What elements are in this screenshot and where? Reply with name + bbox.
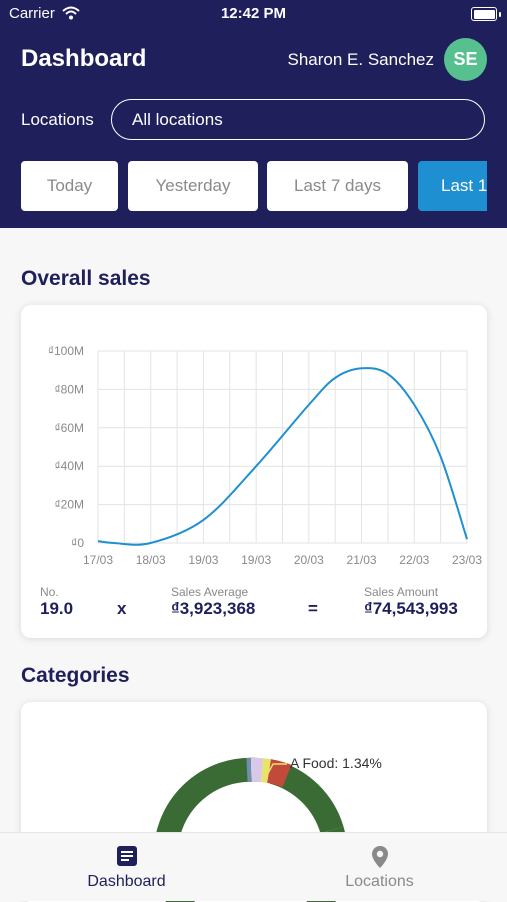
x-tick-label: 23/03: [452, 553, 482, 567]
x-tick-label: 20/03: [294, 553, 324, 567]
sales-average-label: Sales Average: [171, 585, 248, 599]
document-icon: [116, 845, 138, 872]
overall-sales-card: ₫0 ₫20M ₫40M ₫60M ₫80M ₫100M 17/03 18/03 19/03 19…: [21, 305, 487, 638]
multiply-sign: x: [117, 599, 126, 619]
tab-locations[interactable]: Locations: [253, 833, 506, 901]
tab-dashboard-label: Dashboard: [0, 873, 253, 891]
overall-sales-title: Overall sales: [21, 267, 151, 291]
status-bar: Carrier 12:42 PM: [0, 5, 507, 25]
equals-sign: =: [308, 599, 318, 619]
range-last-n-button[interactable]: Last 1: [418, 161, 487, 211]
clock: 12:42 PM: [0, 5, 507, 22]
battery-icon: [471, 7, 497, 21]
y-tick-label: ₫100M: [48, 344, 84, 358]
y-tick-label: ₫80M: [54, 382, 84, 396]
x-tick-label: 19/03: [188, 553, 218, 567]
range-last-7-days-button[interactable]: Last 7 days: [267, 161, 408, 211]
sales-average-value: ₫3,923,368: [171, 599, 255, 619]
date-range-scroller[interactable]: Today Yesterday Last 7 days Last 1: [0, 161, 487, 211]
header: Carrier 12:42 PM Dashboard Sharon E. San…: [0, 0, 507, 228]
range-today-button[interactable]: Today: [21, 161, 118, 211]
donut-segment-yellow: [262, 770, 269, 771]
donut-segment-accent: [269, 771, 287, 776]
location-pin-icon: [371, 845, 389, 874]
tab-locations-label: Locations: [253, 873, 506, 891]
locations-select[interactable]: All locations: [111, 99, 485, 140]
x-tick-label: 17/03: [83, 553, 113, 567]
x-tick-label: 19/03: [241, 553, 271, 567]
locations-label: Locations: [21, 110, 94, 130]
avatar[interactable]: SE: [444, 38, 487, 81]
range-yesterday-button[interactable]: Yesterday: [128, 161, 258, 211]
page-title: Dashboard: [21, 45, 146, 73]
sales-amount-label: Sales Amount: [364, 585, 438, 599]
y-tick-label: ₫40M: [54, 459, 84, 473]
x-tick-label: 22/03: [399, 553, 429, 567]
user-name[interactable]: Sharon E. Sanchez: [288, 50, 434, 70]
sales-amount-value: ₫74,543,993: [364, 599, 458, 619]
donut-label: A Food: 1.34%: [290, 755, 382, 771]
x-tick-label: 21/03: [347, 553, 377, 567]
count-value: 19.0: [40, 599, 73, 619]
y-tick-label: ₫20M: [54, 498, 84, 512]
tab-bar: Dashboard Locations: [0, 832, 507, 901]
categories-title: Categories: [21, 664, 130, 688]
x-tick-label: 18/03: [136, 553, 166, 567]
tab-dashboard[interactable]: Dashboard: [0, 833, 253, 901]
y-tick-label: ₫0: [71, 536, 84, 550]
count-label: No.: [40, 585, 59, 599]
y-tick-label: ₫60M: [54, 421, 84, 435]
battery-tip: [499, 12, 501, 17]
locations-select-value: All locations: [132, 110, 223, 130]
